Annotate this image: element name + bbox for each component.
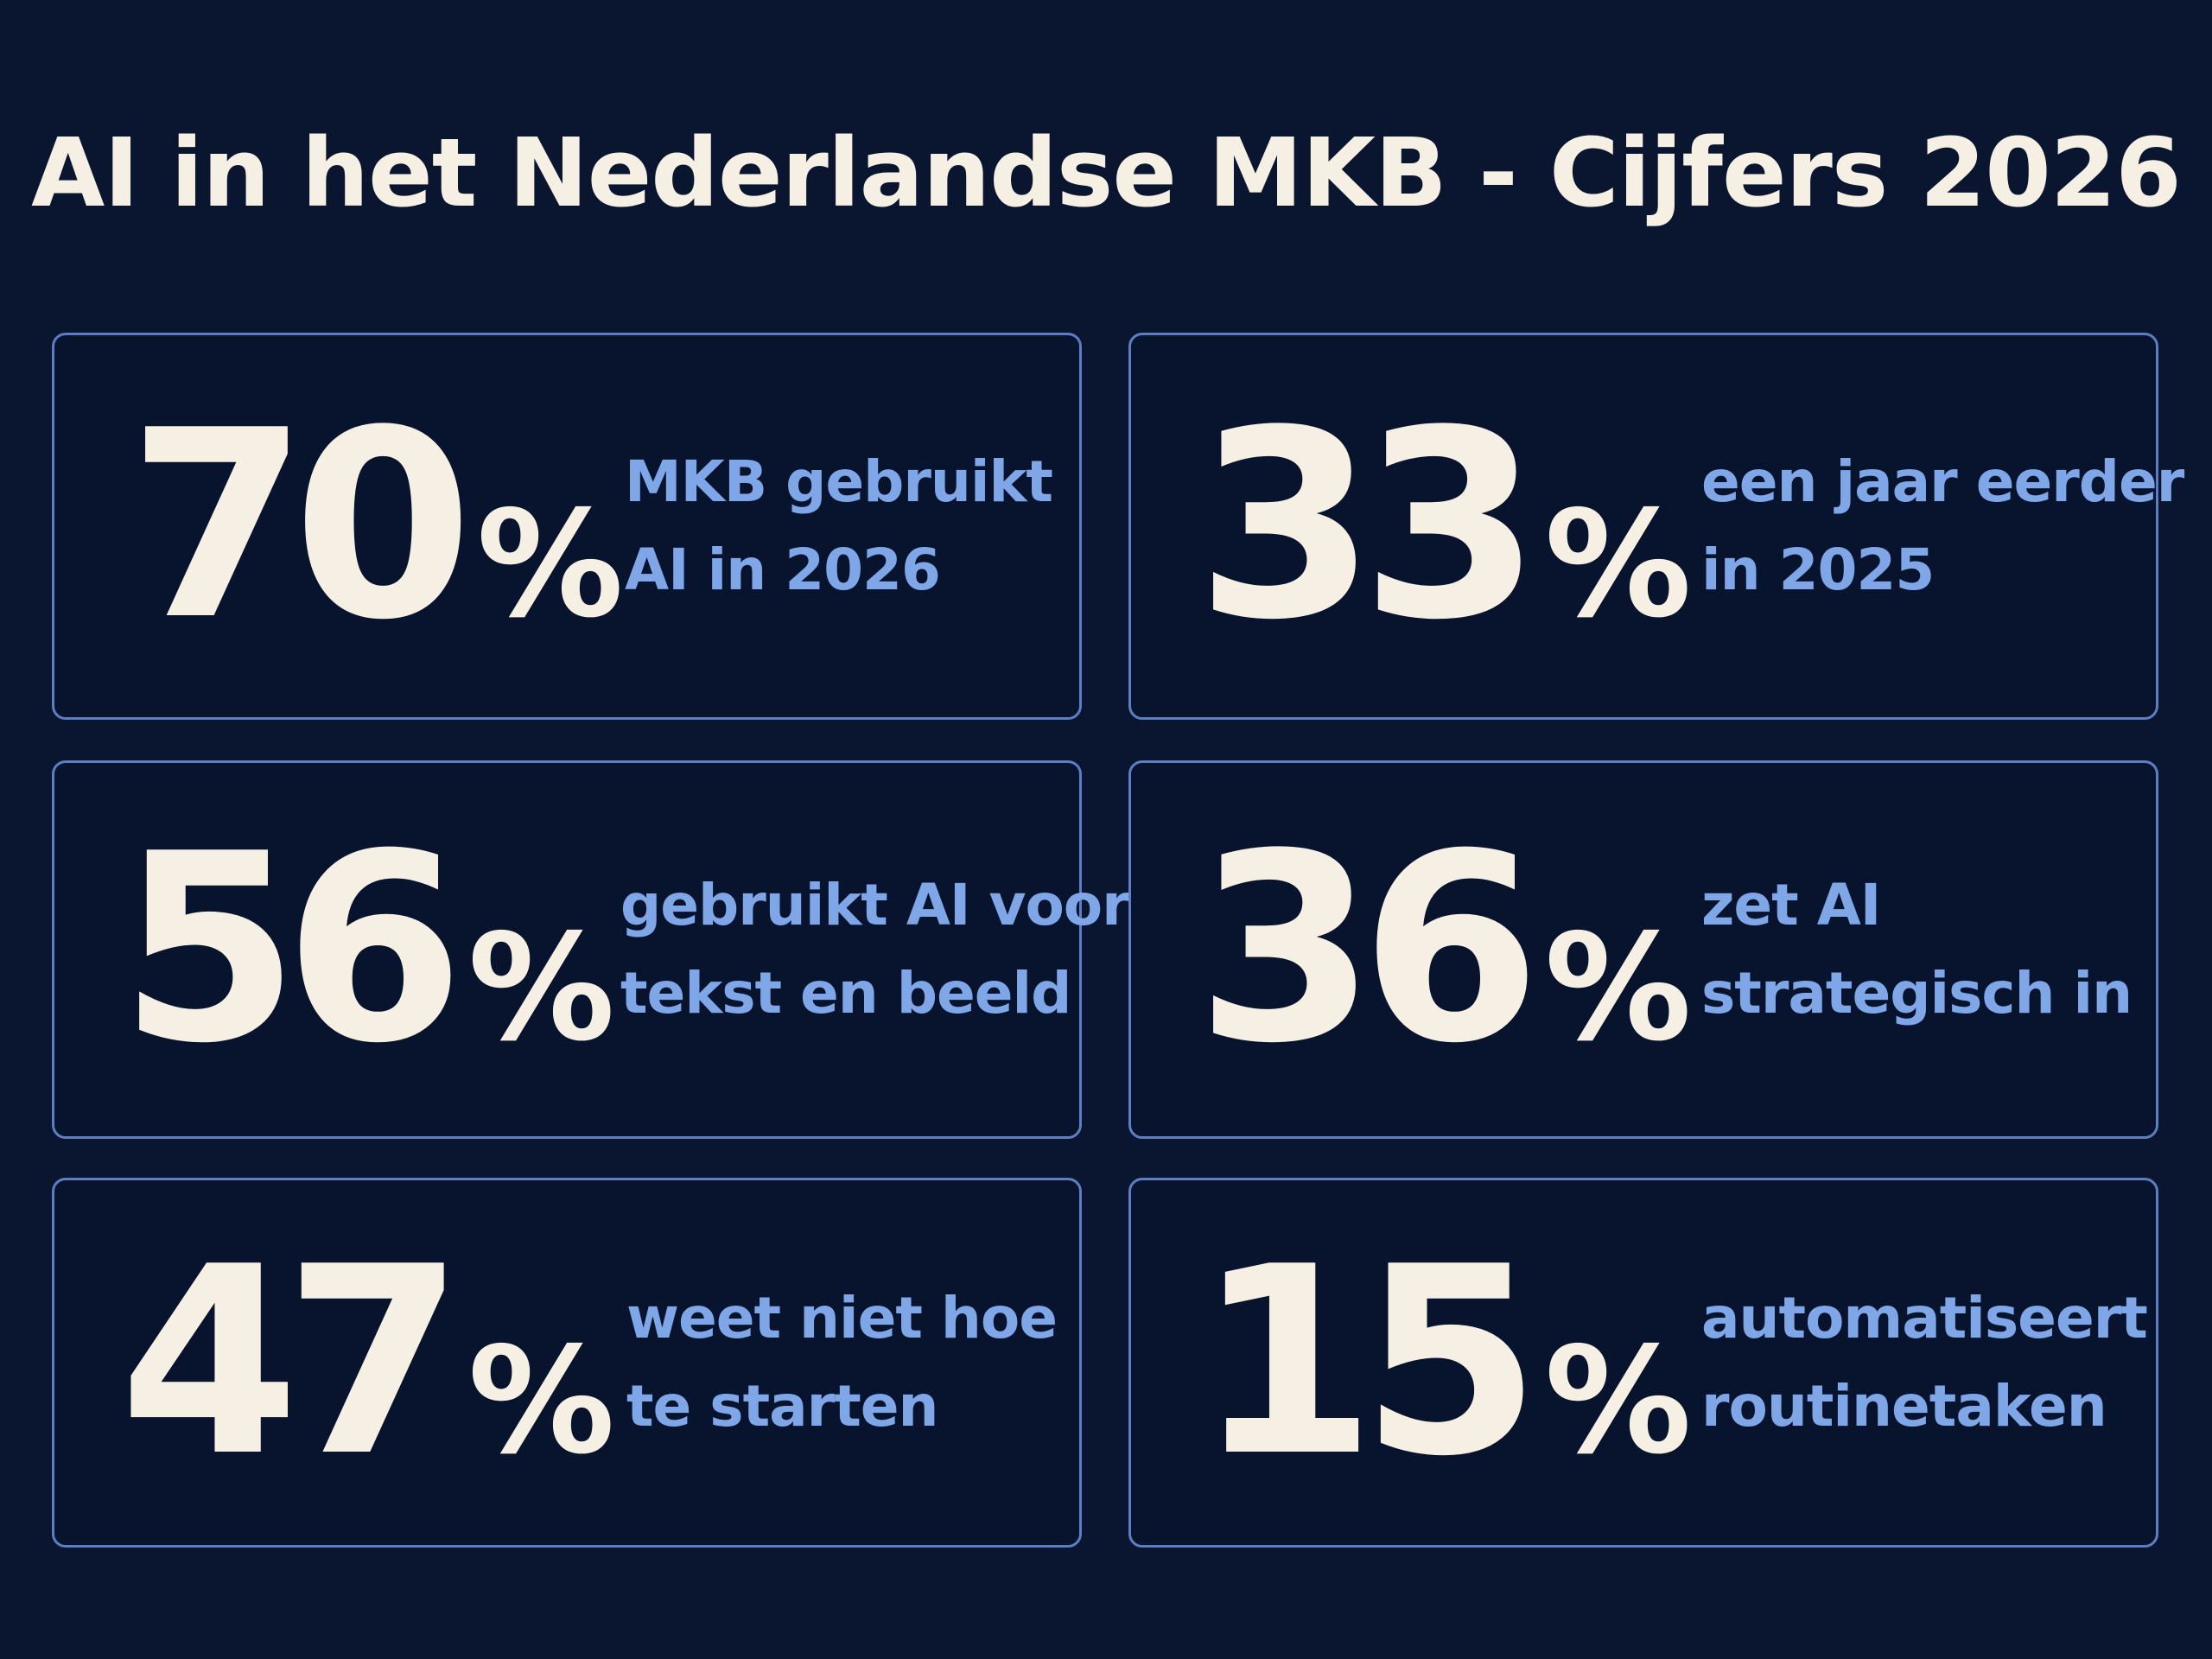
stat-number: 70 (128, 375, 474, 677)
stat-description-line: automatiseert (1701, 1285, 2148, 1351)
stat-description: MKB gebruikt AI in 2026 (625, 438, 1053, 614)
stat-description-line: in 2025 (1701, 537, 1935, 603)
stat-card: 36 % zet AI strategisch in (1128, 760, 2158, 1139)
percent-sign: % (467, 903, 615, 1074)
stat-number: 15 (1196, 1211, 1541, 1513)
stat-description: een jaar eerder in 2025 (1701, 438, 2184, 614)
stat-number: 36 (1196, 798, 1541, 1100)
stat-card: 33 % een jaar eerder in 2025 (1128, 333, 2184, 720)
stat-value: 56 % (119, 820, 615, 1079)
stat-card: 56 % gebruikt AI voor tekst en beeld (52, 760, 1130, 1139)
stat-number: 56 (119, 798, 465, 1100)
percent-sign: % (1544, 480, 1692, 651)
stat-description: automatiseert routinetaken (1701, 1274, 2148, 1451)
percent-sign: % (476, 480, 624, 651)
stat-description-line: zet AI (1701, 872, 1881, 938)
stat-description: gebruikt AI voor tekst en beeld (620, 861, 1130, 1038)
stat-description: zet AI strategisch in (1701, 861, 2133, 1038)
stat-card: 70 % MKB gebruikt AI in 2026 (52, 333, 1082, 720)
stat-description-line: weet niet hoe (626, 1285, 1058, 1351)
stat-description-line: routinetaken (1701, 1373, 2107, 1440)
stat-number: 33 (1196, 375, 1541, 677)
stat-card: 15 % automatiseert routinetaken (1128, 1178, 2158, 1548)
stat-value: 33 % (1196, 397, 1692, 656)
percent-sign: % (1544, 903, 1692, 1074)
stat-value: 36 % (1196, 820, 1692, 1079)
percent-sign: % (1544, 1316, 1692, 1487)
stat-card: 47 % weet niet hoe te starten (52, 1178, 1082, 1548)
stat-value: 70 % (128, 397, 624, 656)
stat-description: weet niet hoe te starten (626, 1274, 1058, 1451)
stat-description-line: AI in 2026 (625, 537, 941, 603)
stat-description-line: te starten (626, 1373, 939, 1440)
stat-description-line: gebruikt AI voor (620, 872, 1130, 938)
percent-sign: % (467, 1316, 615, 1487)
stat-description-line: een jaar eerder (1701, 448, 2184, 515)
stat-value: 47 % (119, 1233, 615, 1492)
page-title: AI in het Nederlandse MKB - Cijfers 2026 (31, 118, 2182, 228)
stat-description-line: strategisch in (1701, 960, 2133, 1027)
stat-value: 15 % (1196, 1233, 1692, 1492)
stat-description-line: tekst en beeld (620, 960, 1071, 1027)
stat-description-line: MKB gebruikt (625, 448, 1053, 515)
stat-number: 47 (119, 1211, 465, 1513)
